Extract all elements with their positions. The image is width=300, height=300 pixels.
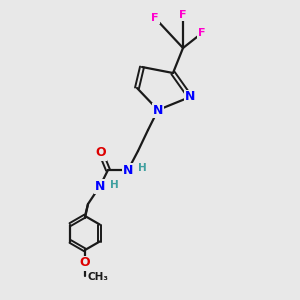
Text: N: N <box>153 103 163 116</box>
Text: N: N <box>185 91 195 103</box>
Text: F: F <box>198 28 206 38</box>
Text: F: F <box>151 13 159 23</box>
Text: O: O <box>80 256 90 269</box>
Text: N: N <box>123 164 133 176</box>
Text: H: H <box>138 163 147 173</box>
Text: F: F <box>179 10 187 20</box>
Text: H: H <box>110 180 119 190</box>
Text: O: O <box>96 146 106 160</box>
Text: CH₃: CH₃ <box>88 272 109 282</box>
Text: N: N <box>95 179 105 193</box>
